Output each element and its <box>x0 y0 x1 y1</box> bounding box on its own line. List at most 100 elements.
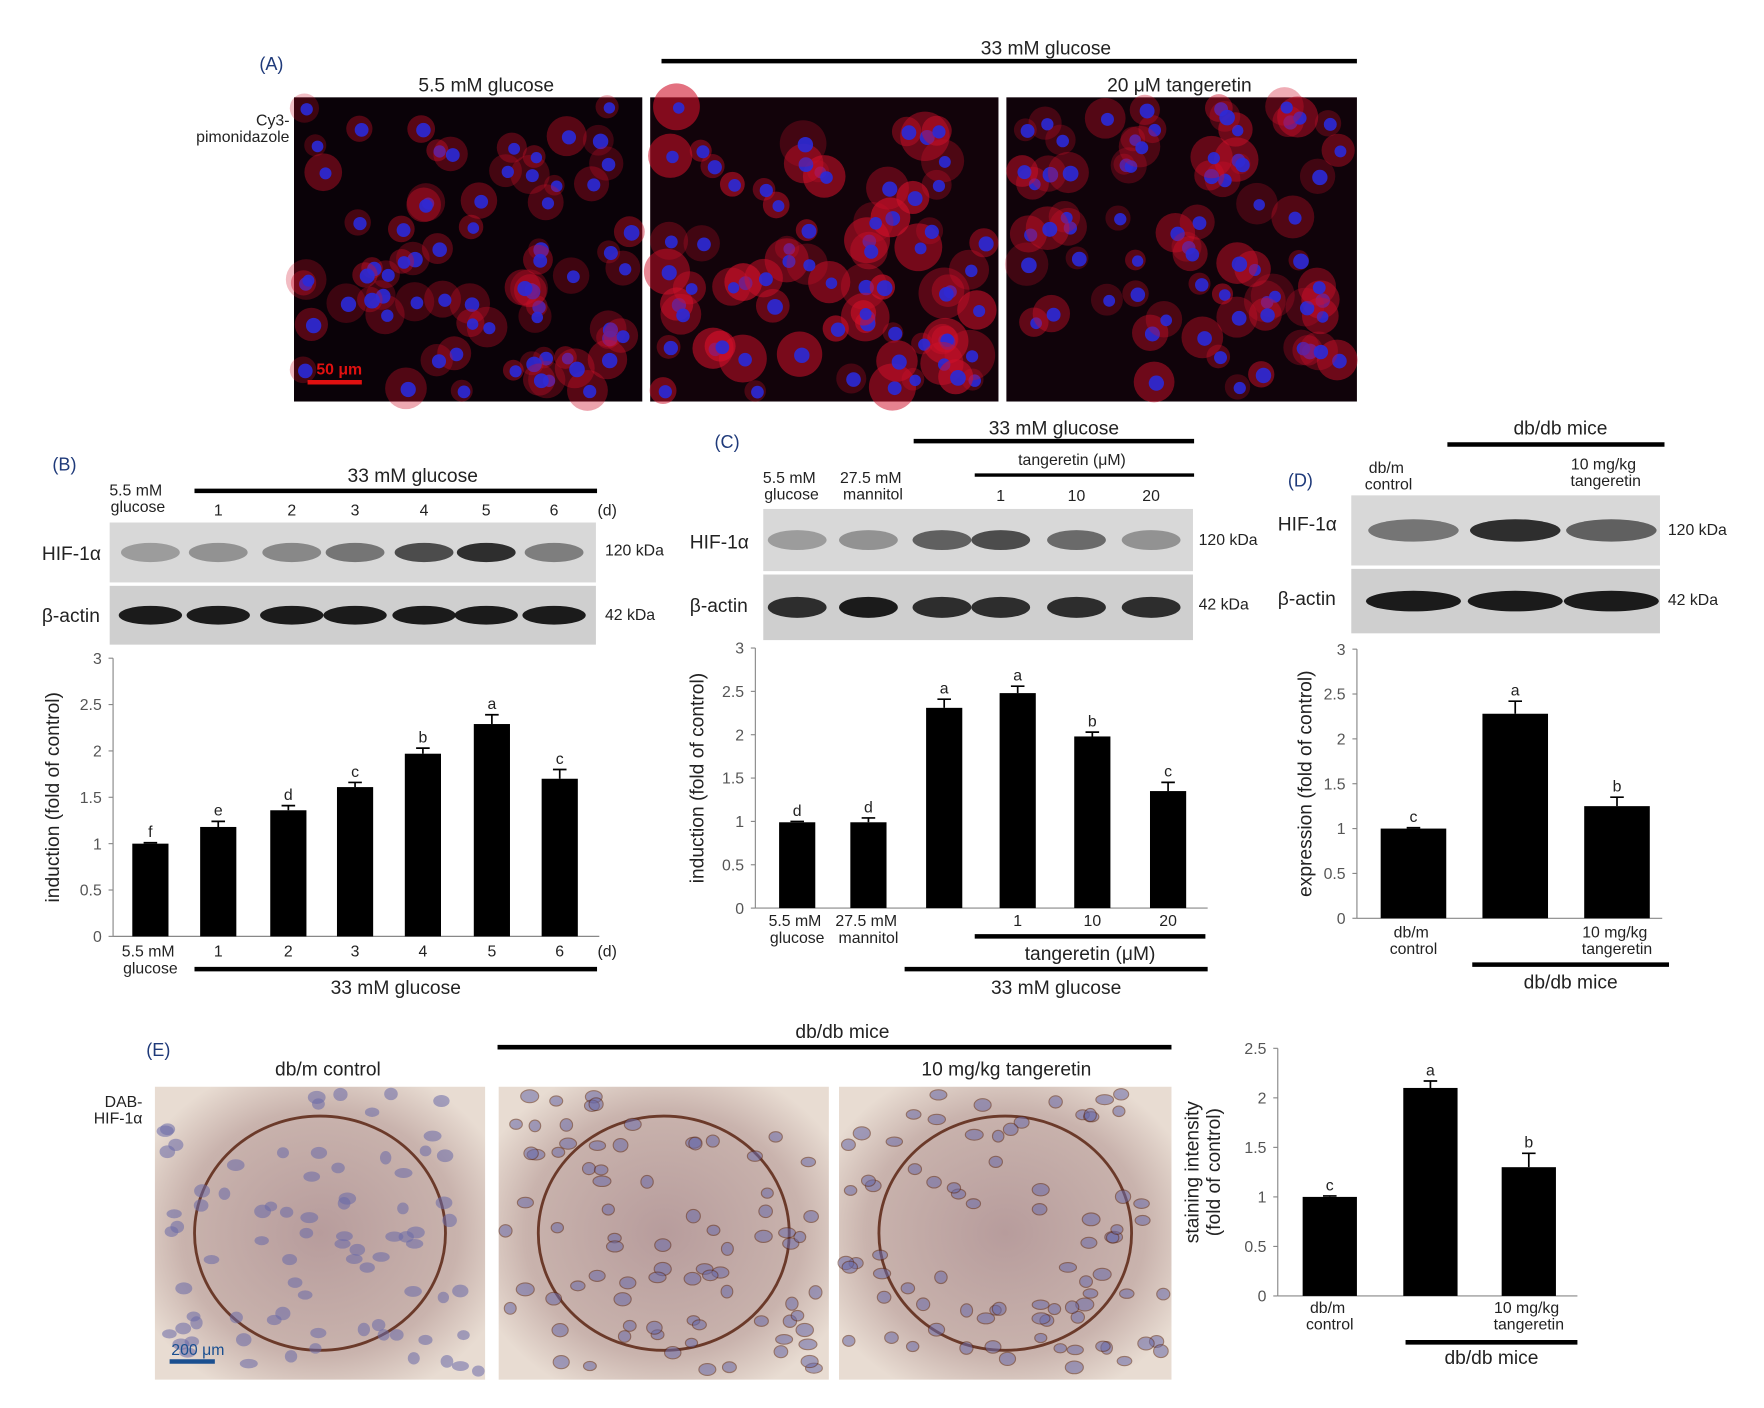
condition-label: 20 μM tangeretin <box>1107 76 1252 97</box>
nucleus <box>397 256 411 269</box>
nucleus <box>901 125 917 141</box>
nucleus <box>1313 344 1329 360</box>
bar <box>473 724 510 937</box>
nucleus <box>862 234 877 249</box>
nucleus <box>646 1320 663 1335</box>
nucleus <box>603 102 616 114</box>
nucleus <box>396 223 411 238</box>
nucleus <box>1053 1343 1068 1354</box>
nucleus <box>541 197 555 210</box>
nucleus <box>357 1322 371 1337</box>
nucleus <box>193 1199 209 1212</box>
nucleus <box>1170 226 1185 242</box>
nucleus <box>345 1254 363 1264</box>
nucleus <box>872 1249 889 1261</box>
y-axis-label: expression (fold of control) <box>1296 670 1317 896</box>
nucleus <box>754 1229 773 1243</box>
nucleus <box>1112 1105 1126 1118</box>
nucleus <box>156 1125 174 1137</box>
band <box>454 605 518 625</box>
y-axis-label: (fold of control) <box>1204 1108 1225 1236</box>
band <box>1365 590 1461 612</box>
error-bar <box>1010 685 1025 694</box>
nucleus <box>1048 1095 1063 1109</box>
nucleus <box>924 224 939 239</box>
nucleus <box>842 1334 856 1347</box>
nucleus <box>474 194 489 209</box>
nucleus <box>1253 199 1265 211</box>
error-bar <box>1161 781 1175 792</box>
nucleus <box>353 216 367 231</box>
size-label: 120 kDa <box>1199 532 1258 549</box>
y-axis-label: induction (fold of control) <box>687 673 708 883</box>
nucleus <box>1218 289 1231 301</box>
nucleus <box>738 352 752 367</box>
band <box>323 605 387 625</box>
nucleus <box>1269 290 1281 303</box>
nucleus <box>840 1138 856 1151</box>
group-label: 33 mM glucose <box>989 418 1119 439</box>
nucleus <box>663 1346 682 1360</box>
nucleus <box>808 1285 823 1300</box>
nucleus <box>1235 157 1250 173</box>
bar <box>541 778 578 937</box>
nucleus <box>758 272 773 287</box>
band <box>1566 519 1657 542</box>
band <box>186 605 250 625</box>
nucleus <box>1231 310 1247 326</box>
nucleus <box>793 1230 807 1244</box>
nucleus <box>619 1276 637 1290</box>
nucleus <box>254 1236 269 1246</box>
nucleus <box>916 1297 931 1312</box>
nucleus <box>991 1301 1007 1316</box>
band <box>839 530 898 550</box>
nucleus <box>605 1240 624 1253</box>
nucleus <box>939 286 954 302</box>
nucleus <box>1024 228 1038 242</box>
x-tick-label: 10 mg/kg tangeretin <box>1582 925 1652 959</box>
significance-letter: d <box>284 787 293 804</box>
nucleus <box>1042 166 1059 183</box>
nucleus <box>282 1254 298 1266</box>
nucleus <box>1248 263 1261 277</box>
nucleus <box>852 1126 871 1141</box>
nucleus <box>721 1361 737 1374</box>
nucleus <box>457 385 471 399</box>
group-label: db/db mice <box>1513 418 1607 439</box>
row-label: β-actin <box>42 606 100 627</box>
nucleus <box>800 1156 817 1168</box>
nucleus <box>508 142 521 155</box>
nucleus <box>1156 1287 1171 1301</box>
row-label: β-actin <box>690 596 748 617</box>
nucleus <box>623 224 640 241</box>
nucleus <box>1192 216 1207 231</box>
nucleus <box>164 1226 179 1238</box>
nucleus <box>1137 1336 1155 1351</box>
size-label: 120 kDa <box>605 542 664 559</box>
panel-label: (B) <box>52 454 76 474</box>
bar <box>999 693 1036 909</box>
nucleus <box>1028 178 1041 191</box>
nucleus <box>663 340 679 356</box>
nucleus <box>601 352 618 369</box>
bar <box>779 822 816 909</box>
nucleus <box>533 253 548 268</box>
nucleus <box>926 1175 942 1189</box>
nucleus <box>423 1130 442 1142</box>
nucleus <box>566 270 580 284</box>
nucleus <box>162 1329 177 1339</box>
nucleus <box>1082 1288 1099 1299</box>
nucleus <box>707 160 722 175</box>
significance-letter: a <box>1013 668 1022 685</box>
y-tick-label: 1.5 <box>722 771 744 788</box>
significance-letter: d <box>864 799 873 816</box>
nucleus <box>661 265 677 281</box>
nucleus <box>965 1198 982 1210</box>
nucleus <box>530 151 543 164</box>
nucleus <box>907 191 923 207</box>
significance-letter: a <box>1426 1062 1435 1079</box>
nucleus <box>960 1303 974 1318</box>
nucleus <box>1042 221 1058 237</box>
bar <box>1074 736 1111 909</box>
